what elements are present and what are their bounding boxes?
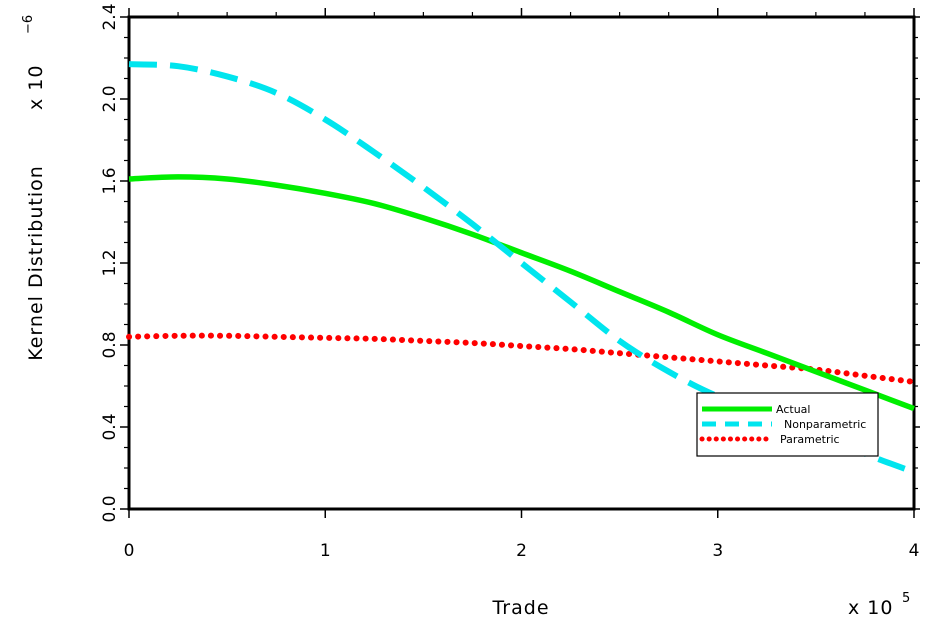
y-axis-title: Kernel Distribution [25, 165, 47, 361]
x-tick-label: 0 [124, 541, 135, 561]
y-axis-multiplier-exponent: −6 [21, 15, 36, 34]
y-axis-multiplier: x 10 [25, 65, 47, 110]
y-tick-label: 1.2 [100, 249, 120, 276]
tick-labels: 0 1 2 3 4 0.0 0.4 0.8 1.2 1.6 2.0 2.4 [100, 3, 919, 561]
y-tick-label: 0.8 [100, 331, 120, 358]
x-tick-label: 4 [909, 541, 920, 561]
x-tick-label: 3 [712, 541, 723, 561]
x-axis-multiplier: x 10 [848, 597, 893, 619]
y-tick-label: 2.0 [100, 85, 120, 112]
legend-label-actual: Actual [776, 403, 810, 416]
axis-ticks [120, 8, 920, 518]
series-line-parametric [126, 332, 917, 385]
legend-label-parametric: Parametric [780, 433, 840, 446]
y-axis-multiplier-base: x 10 [25, 65, 47, 110]
y-tick-label: 0.0 [100, 495, 120, 522]
x-axis-title: Trade [491, 597, 549, 619]
y-tick-label: 2.4 [100, 3, 120, 30]
legend: Actual Nonparametric Parametric [696, 392, 879, 457]
legend-label-nonparametric: Nonparametric [784, 418, 866, 431]
x-axis-multiplier-exponent: 5 [902, 591, 910, 606]
x-tick-label: 2 [516, 541, 527, 561]
y-tick-label: 0.4 [100, 413, 120, 440]
x-tick-label: 1 [320, 541, 331, 561]
y-tick-label: 1.6 [100, 167, 120, 194]
series-line-actual [128, 174, 915, 412]
